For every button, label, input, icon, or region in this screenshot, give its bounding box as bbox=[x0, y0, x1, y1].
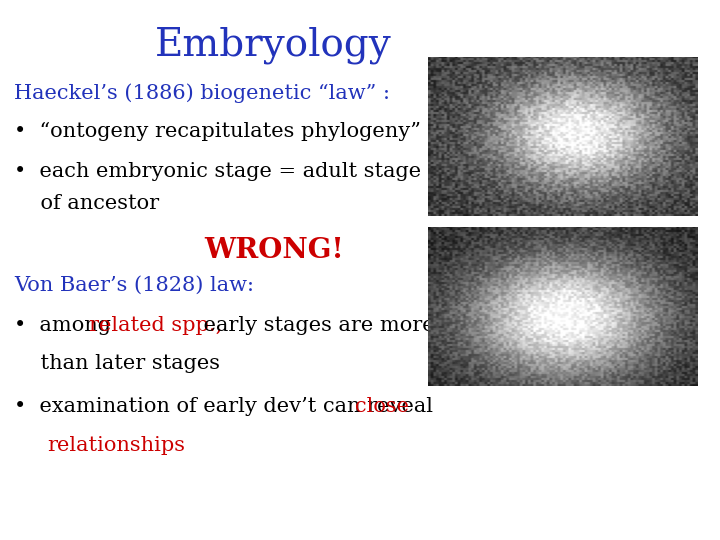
Text: •  among related spp., early stages are more similar: • among related spp., early stages are m… bbox=[14, 316, 569, 335]
Text: of ancestor: of ancestor bbox=[14, 194, 160, 213]
Text: Von Baer’s (1828) law:: Von Baer’s (1828) law: bbox=[14, 275, 254, 294]
Text: Haeckel’s (1886) biogenetic “law” :: Haeckel’s (1886) biogenetic “law” : bbox=[14, 84, 390, 103]
Text: related spp.,: related spp., bbox=[89, 316, 222, 335]
Text: •  examination of early dev’t can reveal: • examination of early dev’t can reveal bbox=[14, 397, 440, 416]
Text: •  “ontogeny recapitulates phylogeny”: • “ontogeny recapitulates phylogeny” bbox=[14, 122, 421, 140]
Text: •  each embryonic stage = adult stage: • each embryonic stage = adult stage bbox=[14, 162, 421, 181]
Text: relationships: relationships bbox=[48, 436, 186, 455]
Text: WRONG!: WRONG! bbox=[204, 237, 343, 264]
Text: •  among: • among bbox=[14, 316, 118, 335]
Text: early stages are more similar: early stages are more similar bbox=[197, 316, 515, 335]
Text: close: close bbox=[355, 397, 409, 416]
Text: Embryology: Embryology bbox=[156, 27, 392, 64]
Text: than later stages: than later stages bbox=[14, 354, 220, 373]
